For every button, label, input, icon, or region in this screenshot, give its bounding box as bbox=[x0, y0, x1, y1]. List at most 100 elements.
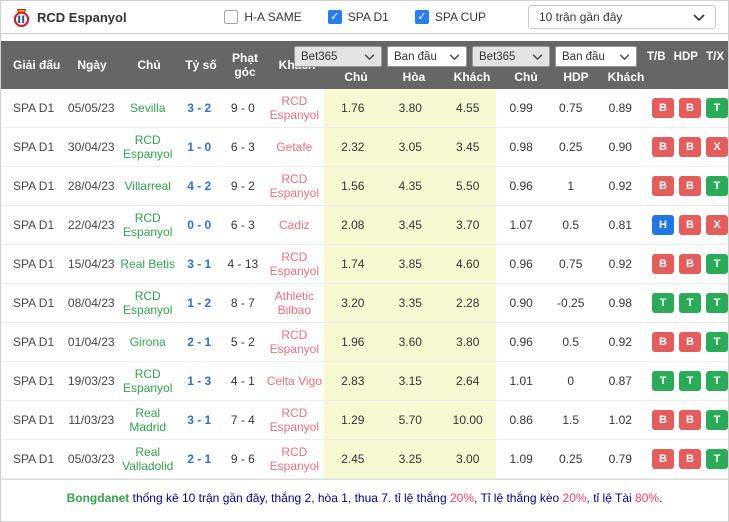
date-cell: 08/04/23 bbox=[67, 296, 115, 310]
summary-text: , tỉ lệ Tài bbox=[586, 491, 636, 505]
odds-home: 1.74 bbox=[324, 245, 382, 283]
hdp-line: 0.75 bbox=[559, 257, 583, 271]
odds-draw: 3.60 bbox=[381, 323, 439, 361]
table-header: Giải đấu Ngày Chủ Tỷ số Phạt góc Khách B… bbox=[1, 41, 728, 89]
checkbox-checked-icon[interactable]: ✓ bbox=[327, 10, 342, 24]
odds-away: 5.50 bbox=[438, 167, 497, 205]
hdp-home-odds: 1.01 bbox=[509, 374, 533, 388]
checkbox-spa-d1[interactable]: ✓ SPA D1 bbox=[327, 10, 389, 24]
sub-header-hdp-home: Chủ bbox=[514, 70, 538, 84]
result-badge-tx: T bbox=[706, 254, 728, 274]
hdp-line: 0.25 bbox=[559, 452, 583, 466]
hdp-away-odds: 0.79 bbox=[608, 452, 632, 466]
chevron-down-icon bbox=[532, 53, 543, 60]
topbar: RCD Espanyol H-A SAME ✓ SPA D1 ✓ SPA CUP… bbox=[1, 1, 728, 34]
odds-away: 3.80 bbox=[438, 323, 497, 361]
match-range-select[interactable]: 10 trận gần đây bbox=[528, 5, 716, 29]
result-badge-hdp: B bbox=[679, 176, 702, 196]
odds-away: 4.60 bbox=[438, 245, 497, 283]
col-header-date: Ngày bbox=[77, 58, 107, 72]
hdp-line: 1 bbox=[567, 179, 575, 193]
match-score[interactable]: 0 - 0 bbox=[187, 218, 212, 232]
odds-home: 1.76 bbox=[324, 89, 382, 127]
hdp-home-odds: 0.98 bbox=[509, 140, 533, 154]
result-badge-tx: T bbox=[706, 332, 728, 352]
checkbox-checked-icon[interactable]: ✓ bbox=[414, 10, 429, 24]
odds-stage-select-2[interactable]: Ban đầu bbox=[555, 46, 637, 67]
result-badge-hdp: T bbox=[679, 293, 702, 313]
corners-score: 9 - 2 bbox=[230, 179, 255, 193]
result-badges: H B X bbox=[645, 215, 728, 235]
spacer bbox=[1, 34, 728, 41]
match-range-value: 10 trận gần đây bbox=[539, 10, 623, 24]
odds-home: 1.96 bbox=[324, 323, 382, 361]
home-team: Sevilla bbox=[130, 100, 166, 115]
checkbox-label: SPA D1 bbox=[347, 10, 389, 24]
chevron-down-icon bbox=[364, 53, 375, 60]
odds-draw: 3.35 bbox=[381, 284, 439, 322]
checkbox-spa-cup[interactable]: ✓ SPA CUP bbox=[414, 10, 486, 24]
away-team: Cadiz bbox=[279, 217, 310, 232]
match-score[interactable]: 1 - 2 bbox=[187, 296, 212, 310]
sub-header-away: Khách bbox=[453, 70, 491, 84]
checkbox-ha-same[interactable]: H-A SAME bbox=[224, 10, 302, 24]
match-score[interactable]: 3 - 2 bbox=[187, 101, 212, 115]
result-badge-hdp: B bbox=[679, 215, 702, 235]
hdp-away-odds: 0.92 bbox=[608, 179, 632, 193]
result-badges: B B T bbox=[645, 254, 728, 274]
match-score[interactable]: 1 - 3 bbox=[187, 374, 212, 388]
checkbox-icon[interactable] bbox=[224, 10, 239, 24]
odds-home: 3.20 bbox=[324, 284, 382, 322]
summary-text: . bbox=[659, 491, 663, 505]
col-header-score: Tỷ số bbox=[185, 58, 217, 72]
home-team: Girona bbox=[129, 334, 166, 349]
corners-score: 9 - 6 bbox=[230, 452, 255, 466]
odds-home: 2.08 bbox=[324, 206, 382, 244]
home-team: Real Valladolid bbox=[122, 444, 174, 473]
result-badges: B B T bbox=[645, 176, 728, 196]
result-badge-tx: T bbox=[706, 293, 728, 313]
match-score[interactable]: 2 - 1 bbox=[187, 335, 212, 349]
date-cell: 30/04/23 bbox=[67, 140, 115, 154]
result-badges: B B T bbox=[645, 449, 728, 469]
odds-home: 2.45 bbox=[324, 440, 382, 478]
table-row: SPA D1 22/04/23 RCD Espanyol 0 - 0 6 - 3… bbox=[1, 206, 728, 245]
home-team: RCD Espanyol bbox=[123, 132, 173, 161]
odds-home: 2.32 bbox=[324, 128, 382, 166]
corners-score: 6 - 3 bbox=[230, 140, 255, 154]
hdp-away-odds: 0.90 bbox=[608, 140, 632, 154]
match-score[interactable]: 2 - 1 bbox=[187, 452, 212, 466]
table-row: SPA D1 05/05/23 Sevilla 3 - 2 9 - 0 RCD … bbox=[1, 89, 728, 128]
hdp-away-odds: 0.92 bbox=[608, 335, 632, 349]
away-team: Athletic Bilbao bbox=[274, 288, 315, 317]
odds-draw: 4.35 bbox=[381, 167, 439, 205]
hdp-away-odds: 1.02 bbox=[608, 413, 632, 427]
bookmaker-select-1[interactable]: Bet365 bbox=[294, 46, 382, 67]
chevron-down-icon bbox=[449, 53, 460, 60]
match-score[interactable]: 1 - 0 bbox=[187, 140, 212, 154]
odds-away: 4.55 bbox=[438, 89, 497, 127]
col-header-corners: Phạt góc bbox=[231, 50, 258, 79]
league-cell: SPA D1 bbox=[13, 101, 55, 115]
corners-score: 5 - 2 bbox=[230, 335, 255, 349]
odds-sub-headers: Chủ Hòa Khách Chủ HDP Khách bbox=[327, 70, 651, 84]
corners-score: 9 - 0 bbox=[230, 101, 255, 115]
result-badge-tb: T bbox=[652, 293, 675, 313]
result-badge-tb: B bbox=[652, 410, 675, 430]
match-score[interactable]: 4 - 2 bbox=[187, 179, 212, 193]
odds-stage-select-1[interactable]: Ban đầu bbox=[387, 46, 467, 67]
corners-score: 4 - 1 bbox=[230, 374, 255, 388]
hdp-line: 0.25 bbox=[559, 140, 583, 154]
hdp-line: 0.5 bbox=[562, 218, 580, 232]
away-team: RCD Espanyol bbox=[269, 171, 320, 200]
bookmaker-select-2[interactable]: Bet365 bbox=[472, 46, 550, 67]
col-header-home: Chủ bbox=[137, 58, 161, 72]
handicap-win-percentage: 20% bbox=[562, 491, 587, 505]
league-cell: SPA D1 bbox=[13, 140, 55, 154]
match-score[interactable]: 3 - 1 bbox=[187, 257, 212, 271]
home-team: RCD Espanyol bbox=[123, 210, 173, 239]
result-headers: T/B HDP T/X bbox=[647, 51, 727, 63]
match-score[interactable]: 3 - 1 bbox=[187, 413, 212, 427]
result-badge-tb: B bbox=[652, 254, 675, 274]
